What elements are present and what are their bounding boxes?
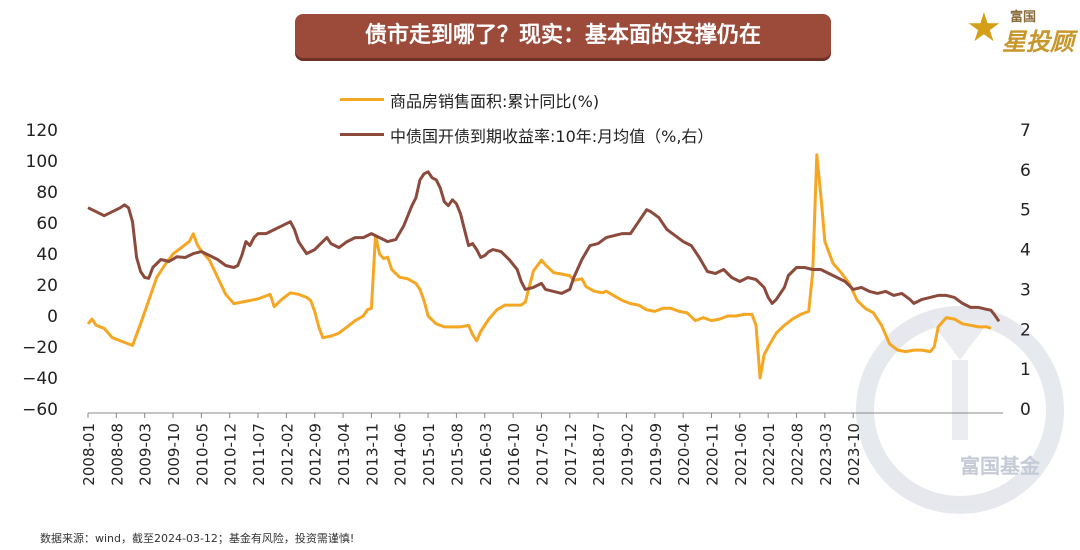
x-tick-label: 2010-05 (193, 423, 211, 486)
x-tick-label: 2009-10 (165, 423, 183, 486)
x-tick-label: 2019-02 (618, 423, 636, 486)
series-line-cdb-yield (87, 170, 1001, 323)
line-chart: 120 100 80 60 40 20 0 −20 −40 −60 7 6 5 4 3 2 1 0 2008-01 2… (22, 121, 1064, 514)
y-right-tick-label: 6 (1020, 161, 1031, 181)
x-tick-label: 2013-11 (363, 423, 381, 486)
y-left-tick-label: 0 (47, 307, 58, 327)
y-right-tick-label: 3 (1020, 280, 1031, 300)
x-tick-label: 2015-01 (420, 423, 438, 486)
y-right-tick-label: 5 (1020, 201, 1031, 221)
y-left-tick-label: 20 (36, 276, 58, 296)
x-tick-label: 2021-06 (732, 423, 750, 486)
y-left-tick-label: 40 (36, 245, 58, 265)
y-right-tick-label: 1 (1020, 360, 1031, 380)
x-tick-label: 2016-03 (477, 423, 495, 486)
watermark-logo-icon (856, 306, 1064, 514)
legend-swatch-sales (340, 98, 384, 101)
x-tick-label: 2010-12 (222, 423, 240, 486)
chart-title-banner: 债市走到哪了？现实：基本面的支撑仍在 (295, 14, 831, 58)
x-tick-label: 2017-12 (562, 423, 580, 486)
legend-label-sales: 商品房销售面积:累计同比(%) (390, 92, 600, 111)
x-tick-label: 2009-03 (137, 423, 155, 486)
y-left-tick-label: −20 (22, 338, 58, 358)
x-tick-label: 2014-06 (392, 423, 410, 486)
data-source-footer: 数据来源：wind，截至2024-03-12；基金有风险，投资需谨慎! (40, 532, 355, 545)
x-tick-label: 2013-04 (335, 423, 353, 486)
x-tick-label: 2017-05 (533, 423, 551, 486)
y-left-tick-label: 120 (26, 121, 58, 141)
x-tick-label: 2012-09 (307, 423, 325, 486)
x-tick-label: 2023-03 (817, 423, 835, 486)
legend-label-yield: 中债国开债到期收益率:10年:月均值（%,右） (390, 127, 714, 146)
y-right-tick-label: 7 (1020, 121, 1031, 141)
logo-main-text: 星投顾 (1002, 28, 1074, 56)
x-tick-label: 2008-08 (108, 423, 126, 486)
x-tick-label: 2015-08 (448, 423, 466, 486)
x-tick-label: 2016-10 (505, 423, 523, 486)
x-tick-label: 2022-01 (760, 423, 778, 486)
x-tick-label: 2022-08 (789, 423, 807, 486)
y-right-tick-label: 0 (1020, 400, 1031, 420)
x-tick-label: 2008-01 (80, 423, 98, 486)
logo-small-text: 富国 (1010, 10, 1037, 25)
y-left-tick-label: −40 (22, 369, 58, 389)
y-left-tick-label: 80 (36, 183, 58, 203)
x-tick-label: 2018-07 (590, 423, 608, 486)
star-logo-icon: ★ (966, 5, 1002, 51)
legend-swatch-yield (340, 133, 384, 136)
watermark-text: 富国基金 (960, 454, 1040, 478)
x-tick-label: 2020-11 (703, 423, 721, 486)
x-tick-label: 2019-09 (647, 423, 665, 486)
y-right-tick-label: 2 (1020, 320, 1031, 340)
x-tick-label: 2011-07 (250, 423, 268, 486)
series-line-sales-yoy (86, 153, 992, 380)
x-tick-label: 2012-02 (278, 423, 296, 486)
x-tick-label: 2020-04 (675, 423, 693, 486)
y-right-tick-label: 4 (1020, 241, 1031, 261)
y-left-tick-label: 100 (26, 152, 58, 172)
y-left-tick-label: 60 (36, 214, 58, 234)
x-tick-label: 2023-10 (845, 423, 863, 486)
y-left-tick-label: −60 (22, 400, 58, 420)
